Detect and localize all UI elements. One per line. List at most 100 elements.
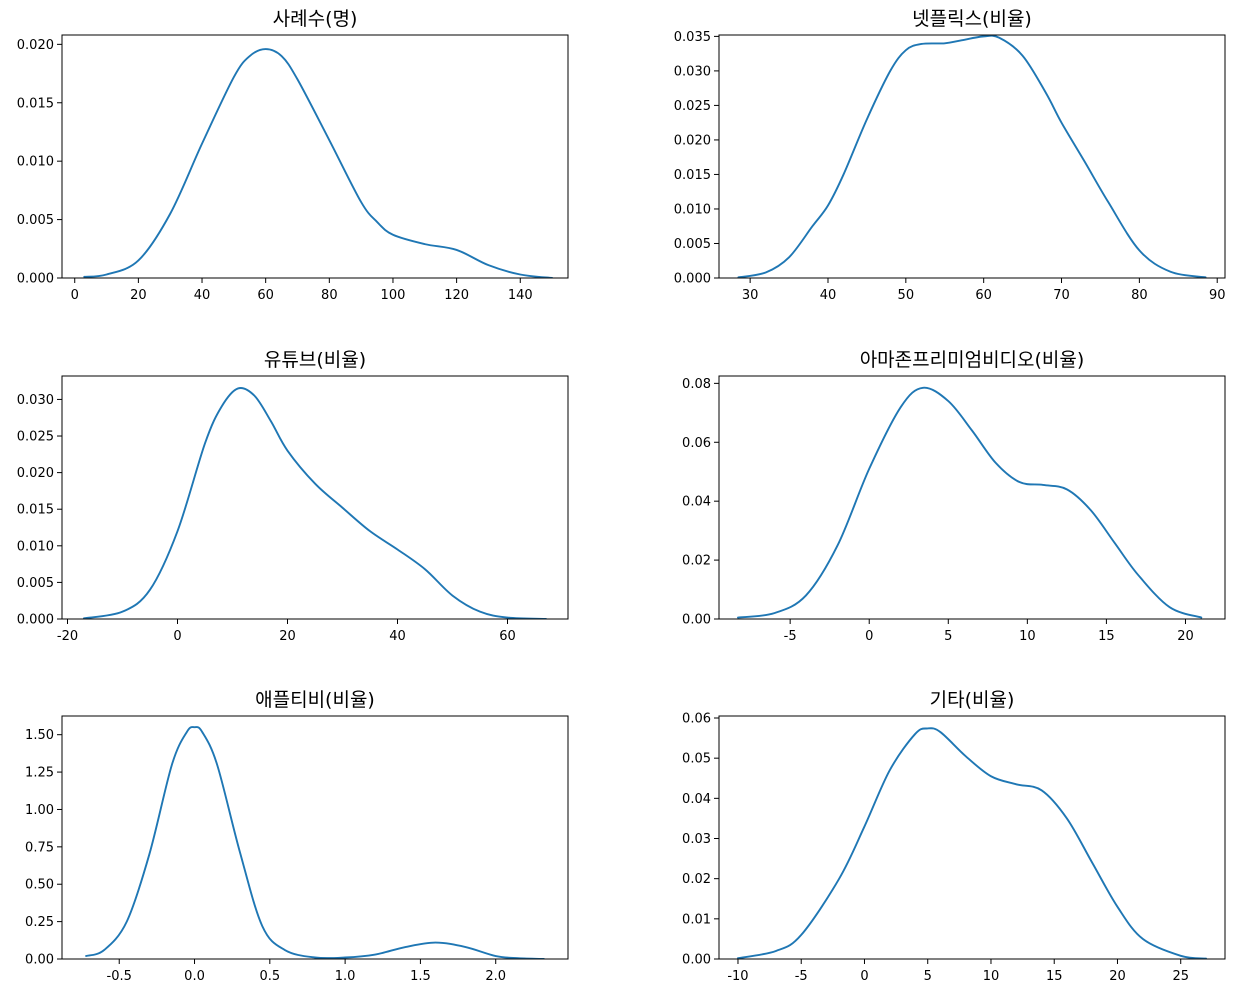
x-tick-label: 0: [173, 629, 181, 644]
y-tick-label: 0.005: [674, 237, 711, 252]
x-tick-label: 5: [944, 629, 952, 644]
x-tick-label: 80: [321, 288, 338, 303]
y-tick-label: 0.025: [674, 99, 711, 114]
y-tick-label: 0.030: [674, 64, 711, 79]
x-tick-label: 60: [975, 288, 992, 303]
x-tick-label: -10: [727, 969, 748, 984]
kde-curve: [737, 386, 1203, 619]
y-tick-label: 0.06: [682, 436, 711, 451]
y-tick-label: 0.05: [682, 752, 711, 767]
y-tick-label: 0.005: [17, 576, 54, 591]
y-tick-label: 0.000: [674, 272, 711, 287]
x-tick-label: -20: [57, 629, 78, 644]
x-tick-label: 100: [381, 288, 406, 303]
subplot-4: 아마존프리미엄비디오(비율) -5 0 5 10 15 20 0.00 0.02 0.04 0.06…: [682, 349, 1226, 644]
subplot-title: 유튜브(비율): [264, 349, 366, 371]
x-tick-label: 120: [444, 288, 469, 303]
x-tick-label: -0.5: [107, 969, 132, 984]
y-tick-label: 0.08: [682, 377, 711, 392]
x-tick-label: -5: [784, 629, 797, 644]
y-tick-label: 1.25: [25, 766, 54, 781]
subplot-2: 넷플릭스(비율) 30 40 50 60 70 80 90 0.000 0.005 0.010 0.0…: [674, 8, 1226, 303]
y-tick-label: 0.75: [25, 840, 54, 855]
x-tick-label: 90: [1209, 288, 1226, 303]
x-tick-label: 20: [1177, 629, 1194, 644]
y-tick-label: 0.010: [17, 155, 54, 170]
y-tick-label: 0.06: [682, 712, 711, 727]
x-tick-label: 30: [742, 288, 759, 303]
y-tick-label: 0.000: [17, 613, 54, 628]
x-tick-label: 20: [279, 629, 296, 644]
x-tick-label: 15: [1046, 969, 1063, 984]
axes-frame: [718, 34, 1226, 279]
x-tick-label: 70: [1053, 288, 1070, 303]
y-tick-label: 0.035: [674, 30, 711, 45]
x-tick-label: 40: [194, 288, 211, 303]
y-tick-label: 0.25: [25, 915, 54, 930]
y-tick-label: 0.000: [17, 272, 54, 287]
subplot-title: 애플티비(비율): [255, 689, 375, 711]
x-tick-label: 10: [983, 969, 1000, 984]
x-tick-label: 140: [508, 288, 533, 303]
y-tick-label: 0.010: [674, 202, 711, 217]
kde-curve: [737, 727, 1207, 959]
y-tick-label: 0.00: [682, 613, 711, 628]
y-tick-label: 0.030: [17, 393, 54, 408]
x-tick-label: 60: [257, 288, 274, 303]
subplot-title: 기타(비율): [930, 689, 1015, 711]
y-tick-label: 0.04: [682, 495, 711, 510]
x-tick-label: 15: [1098, 629, 1115, 644]
y-tick-label: 0.02: [682, 554, 711, 569]
y-tick-label: 0.03: [682, 832, 711, 847]
kde-curve: [85, 726, 545, 959]
y-tick-label: 1.00: [25, 803, 54, 818]
x-tick-label: 40: [820, 288, 837, 303]
y-tick-label: 0.025: [17, 430, 54, 445]
x-tick-label: 40: [389, 629, 406, 644]
kde-curve: [83, 48, 554, 278]
y-tick-label: 0.02: [682, 872, 711, 887]
x-tick-label: 5: [924, 969, 932, 984]
y-tick-label: 0.015: [17, 96, 54, 111]
x-tick-label: 50: [898, 288, 915, 303]
subplot-title: 넷플릭스(비율): [912, 8, 1032, 30]
x-tick-label: -5: [795, 969, 808, 984]
kde-curve: [737, 35, 1207, 278]
x-tick-label: 1.0: [335, 969, 356, 984]
x-tick-label: 0.5: [259, 969, 280, 984]
y-tick-label: 0.020: [17, 466, 54, 481]
subplot-title: 아마존프리미엄비디오(비율): [860, 349, 1085, 371]
subplot-1: 사례수(명) 0 20 40 60 80 100 120 140 0.000 0.005 0.010 0…: [17, 8, 569, 303]
y-tick-label: 0.00: [25, 953, 54, 968]
y-tick-label: 0.015: [674, 168, 711, 183]
axes-frame: [61, 715, 569, 960]
x-tick-label: 0: [860, 969, 868, 984]
subplot-title: 사례수(명): [273, 8, 358, 30]
y-tick-label: 0.020: [17, 38, 54, 53]
y-tick-label: 1.50: [25, 728, 54, 743]
axes-frame: [61, 34, 569, 279]
subplot-6: 기타(비율) -10 -5 0 5 10 15 20 25 0.00 0.01 0.02 0.03 0.0…: [682, 689, 1226, 984]
x-tick-label: 0.0: [184, 969, 205, 984]
x-tick-label: 60: [499, 629, 516, 644]
axes-frame: [61, 375, 569, 620]
kde-curve: [83, 387, 547, 619]
x-tick-label: 20: [130, 288, 147, 303]
subplot-5: 애플티비(비율) -0.5 0.0 0.5 1.0 1.5 2.0 0.00 0.25 0.50 0…: [25, 689, 569, 984]
x-tick-label: 0: [865, 629, 873, 644]
y-tick-label: 0.005: [17, 213, 54, 228]
axes-frame: [718, 375, 1226, 620]
y-tick-label: 0.020: [674, 133, 711, 148]
y-tick-label: 0.010: [17, 539, 54, 554]
x-tick-label: 1.5: [410, 969, 431, 984]
y-tick-label: 0.50: [25, 878, 54, 893]
y-tick-label: 0.04: [682, 792, 711, 807]
x-tick-label: 80: [1131, 288, 1148, 303]
x-tick-label: 25: [1172, 969, 1189, 984]
subplot-3: 유튜브(비율) -20 0 20 40 60 0.000 0.005 0.010 0.015 0.0…: [17, 349, 569, 644]
y-tick-label: 0.015: [17, 503, 54, 518]
y-tick-label: 0.01: [682, 912, 711, 927]
x-tick-label: 10: [1019, 629, 1036, 644]
x-tick-label: 20: [1109, 969, 1126, 984]
